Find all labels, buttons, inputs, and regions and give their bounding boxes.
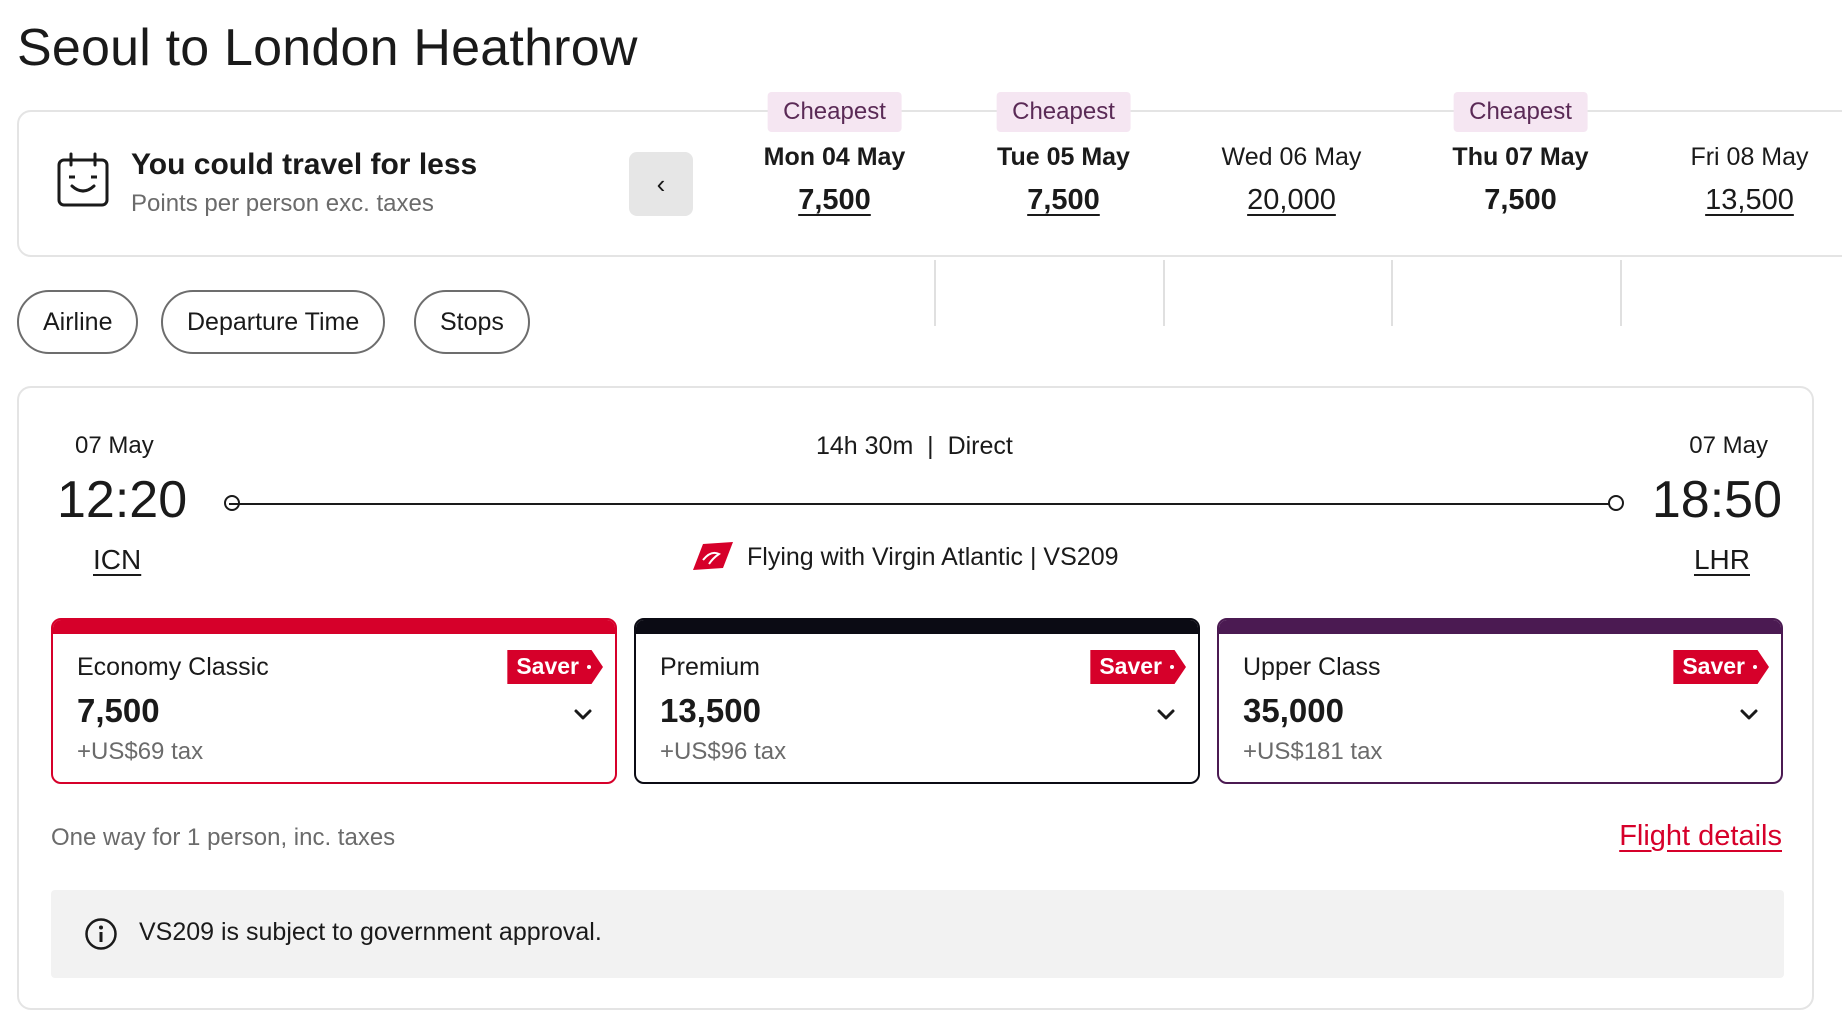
calendar-smile-icon: [57, 152, 109, 207]
arrival-time: 18:50: [1651, 471, 1782, 529]
route-line: [229, 503, 1614, 505]
cheapest-badge: Cheapest: [996, 92, 1131, 132]
flight-result-card: 07 May 12:20 ICN 14h 30m | Direct 07 May…: [17, 386, 1814, 1010]
fare-tax: +US$96 tax: [660, 738, 787, 765]
date-option-tue-05-may[interactable]: Cheapest Tue 05 May 7,500: [949, 92, 1178, 242]
filter-stops-chip[interactable]: Stops: [414, 290, 530, 354]
flight-details-link[interactable]: Flight details: [1619, 820, 1782, 852]
fare-upper-class[interactable]: Upper Class 35,000 +US$181 tax Saver: [1217, 618, 1783, 784]
date-selector-card: You could travel for less Points per per…: [17, 92, 1842, 326]
saver-badge: Saver: [507, 650, 603, 684]
cheapest-badge: Cheapest: [767, 92, 902, 132]
fare-color-bar: [53, 620, 615, 634]
departure-time: 12:20: [57, 471, 188, 529]
arrival-airport-link[interactable]: LHR: [1693, 544, 1750, 575]
chevron-down-icon[interactable]: [1152, 700, 1180, 728]
travel-less-heading: You could travel for less: [131, 148, 478, 181]
chevron-down-icon[interactable]: [1735, 700, 1763, 728]
saver-badge: Saver: [1090, 650, 1186, 684]
date-divider: [1620, 260, 1622, 326]
virgin-atlantic-logo-icon: [693, 542, 733, 570]
fare-color-bar: [636, 620, 1198, 634]
operator-text: Flying with Virgin Atlantic | VS209: [747, 542, 1119, 571]
date-label: Tue 05 May: [997, 143, 1130, 171]
fare-points: 35,000: [1243, 692, 1344, 729]
fare-name: Premium: [660, 653, 761, 681]
page-title: Seoul to London Heathrow: [17, 19, 638, 77]
departure-airport-link[interactable]: ICN: [93, 544, 142, 575]
fare-points: 7,500: [77, 692, 160, 729]
date-option-fri-08-may[interactable]: Fri 08 May 13,500: [1635, 92, 1842, 242]
fare-color-bar: [1219, 620, 1781, 634]
flight-duration: 14h 30m | Direct: [816, 432, 1013, 460]
date-points-link[interactable]: 7,500: [798, 184, 871, 216]
date-divider: [1163, 260, 1165, 326]
date-label: Mon 04 May: [763, 143, 906, 171]
fare-points: 13,500: [660, 692, 761, 729]
operator-row: Flying with Virgin Atlantic | VS209: [689, 540, 1119, 574]
approval-notice: VS209 is subject to government approval.: [51, 890, 1784, 978]
date-points-link[interactable]: 20,000: [1247, 184, 1336, 216]
arrival-date: 07 May: [1689, 432, 1768, 459]
date-points-selected: 7,500: [1484, 184, 1557, 216]
saver-badge: Saver: [1673, 650, 1769, 684]
info-icon: [85, 918, 117, 950]
previous-dates-button[interactable]: ‹: [629, 152, 693, 216]
travel-less-subtext: Points per person exc. taxes: [131, 190, 434, 217]
fare-footnote: One way for 1 person, inc. taxes: [51, 824, 396, 851]
filter-airline-chip[interactable]: Airline: [17, 290, 139, 354]
route-end-dot: [1608, 495, 1624, 511]
date-option-thu-07-may-selected[interactable]: Cheapest Thu 07 May 7,500: [1406, 92, 1635, 242]
fare-tax: +US$69 tax: [77, 738, 204, 765]
chevron-down-icon[interactable]: [569, 700, 597, 728]
date-points-link[interactable]: 13,500: [1705, 184, 1794, 216]
date-label: Wed 06 May: [1221, 143, 1362, 171]
date-label: Thu 07 May: [1452, 143, 1589, 171]
fare-name: Economy Classic: [77, 653, 269, 681]
fare-tax: +US$181 tax: [1243, 738, 1383, 765]
fare-premium[interactable]: Premium 13,500 +US$96 tax Saver: [634, 618, 1200, 784]
notice-text: VS209 is subject to government approval.: [139, 918, 602, 946]
fare-name: Upper Class: [1243, 653, 1381, 681]
departure-date: 07 May: [75, 432, 154, 459]
date-option-mon-04-may[interactable]: Cheapest Mon 04 May 7,500: [720, 92, 949, 242]
date-divider: [1391, 260, 1393, 326]
filter-departure-time-chip[interactable]: Departure Time: [161, 290, 386, 354]
cheapest-badge: Cheapest: [1453, 92, 1588, 132]
date-divider: [934, 260, 936, 326]
fare-economy-classic[interactable]: Economy Classic 7,500 +US$69 tax Saver: [51, 618, 617, 784]
date-points-link[interactable]: 7,500: [1027, 184, 1100, 216]
date-option-wed-06-may[interactable]: Wed 06 May 20,000: [1177, 92, 1406, 242]
date-label: Fri 08 May: [1690, 143, 1809, 171]
